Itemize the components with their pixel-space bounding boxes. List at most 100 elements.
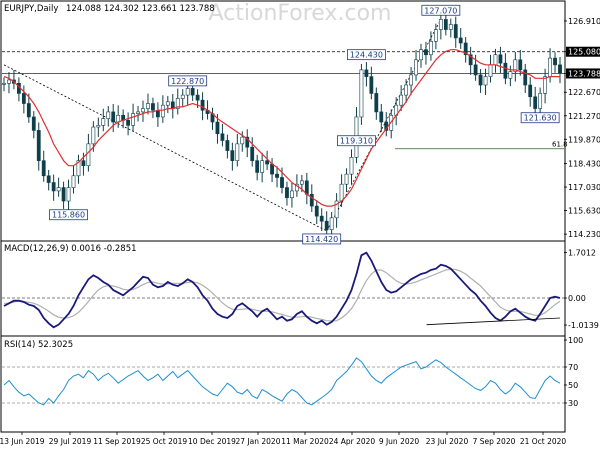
candle-body [399,94,404,106]
macd-axis: 1.7012 0.00 -1.0139 [564,249,599,330]
candle-body [220,133,225,141]
candle-body [200,99,205,111]
candle-body [483,76,488,86]
candle-body [275,173,279,178]
candle-body [26,103,31,118]
candle-body [329,217,334,230]
candle-body [414,59,418,76]
rsi-axis: 100 70 50 30 [564,336,583,408]
descending-trendline [3,64,327,232]
candle-body [344,173,349,185]
price-tick-label: 123.788 [568,69,600,78]
candle-body [61,187,66,202]
candle-body [299,180,304,185]
candle-body [175,98,180,109]
candle-body [36,130,41,161]
candle-body [453,24,458,39]
candle-body [309,193,314,207]
candle-body [404,84,409,96]
rsi-tick-label: 70 [568,363,578,372]
time-tick-label: 10 Dec 2019 [188,437,236,446]
candle-body [160,104,165,118]
price-annotation-label: 121.630 [524,114,557,123]
candle-body [71,175,76,188]
price-annotation-box [421,4,461,16]
candle-body [165,101,170,106]
price-annotation-box [302,233,342,245]
candle-body [170,101,175,109]
candle-body [7,79,11,84]
candle-body [443,19,448,30]
ma-line [3,49,560,207]
candle-body [438,19,443,30]
candle-body [433,29,438,42]
candle-body [334,200,339,219]
macd-tick-label: -1.0139 [568,321,599,330]
candle-body [91,126,96,145]
rsi-tick-label: 30 [568,399,578,408]
time-tick-label: 24 Apr 2020 [329,437,376,446]
price-annotation-label: 119.310 [340,137,373,146]
candle-body [528,84,533,98]
candle-body [51,182,56,192]
candle-body [66,187,71,202]
candle-body [131,113,135,126]
time-tick-label: 11 Sep 2019 [93,437,141,446]
candle-body [513,59,518,72]
candle-body [493,54,498,66]
candle-body [260,160,265,173]
candle-body [290,190,294,198]
candle-body [285,187,289,198]
candle-body [374,93,379,113]
candle-body [523,69,528,86]
candle-body [2,83,6,85]
candle-body [508,71,513,79]
candle-body [41,160,46,177]
price-tick-label: 115.630 [568,207,600,216]
macd-panel [0,240,566,337]
candle-body [146,103,150,109]
candle-body [141,108,145,113]
price-annotation-box [168,75,208,87]
candle-body [126,120,131,126]
candle-body [190,88,195,96]
candle-body [349,157,354,175]
price-tick-label: 118.430 [568,160,600,169]
price-annotation-label: 127.070 [424,6,457,15]
time-tick-label: 25 Oct 2019 [141,437,188,446]
candle-body [225,140,230,151]
candle-body [319,215,324,222]
candle-body [185,88,190,96]
candle-body [379,111,384,123]
price-annotation-label: 114.420 [305,235,338,244]
macd-line [3,251,561,329]
macd-lines [2,251,564,329]
macd-trendline [426,317,561,326]
candle-body [21,93,26,104]
candle-body [180,94,185,99]
price-annotation-box [346,49,386,61]
candle-body [56,187,61,192]
price-annotations: 115.860 122.870 114.420 124.430 119.310 127.0… [49,4,560,245]
candle-body [429,41,433,56]
candle-body [101,118,106,126]
symbol-label: EURJPY,Daily [4,4,58,14]
candle-body [250,146,255,161]
time-tick-label: 13 Jun 2019 [0,437,45,446]
candle-body [369,76,374,94]
candle-body [553,57,557,66]
candle-body [270,163,274,175]
candle-body [314,205,319,217]
rsi-title: RSI(14) 52.3025 [4,340,73,350]
price-annotation-label: 122.870 [171,77,204,86]
candle-body [245,136,250,148]
candle-body [86,143,91,167]
candle-body [468,54,473,66]
candle-body [230,150,235,161]
candle-body [473,64,478,76]
price-tick-label: 126.910 [568,17,600,26]
candle-body [458,37,463,44]
candle-body [324,220,329,230]
time-axis: 13 Jun 2019 29 Jul 2019 11 Sep 2019 25 Oct … [0,432,566,446]
